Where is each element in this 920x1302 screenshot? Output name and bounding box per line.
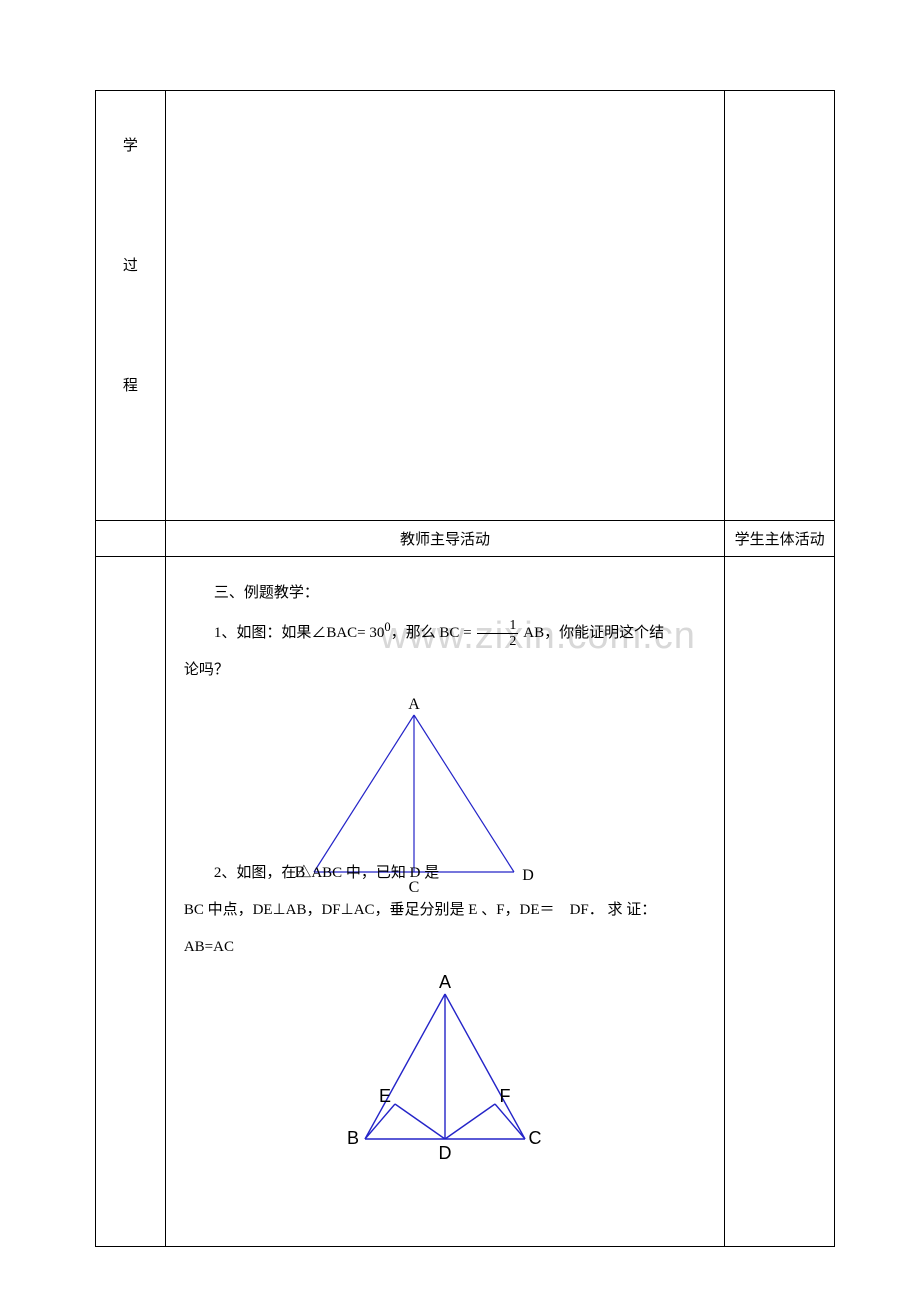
page-content: 学 过 程 教师主导活动 学生主体活动 三、例题教学： 1、如图：如果∠BAC=… (95, 90, 835, 1247)
q2-line2: BC 中点，DE⊥AB，DF⊥AC，垂足分别是 E 、F，DE＝ DF． 求 证… (184, 894, 706, 927)
svg-text:B: B (347, 1128, 359, 1148)
label-cheng: 程 (96, 371, 165, 401)
left-label-cell: 学 过 程 (96, 91, 166, 521)
figure-2-triangle: A B C D E F (335, 974, 555, 1164)
svg-text:A: A (408, 697, 420, 713)
body-main-cell: 三、例题教学： 1、如图：如果∠BAC= 300，那么 BC = 12 AB，你… (165, 557, 724, 1247)
label-guo: 过 (96, 251, 165, 281)
body-left-cell (96, 557, 166, 1247)
svg-text:A: A (439, 974, 451, 992)
q1-line1: 1、如图：如果∠BAC= 300，那么 BC = 12 AB，你能证明这个结 (184, 614, 706, 650)
q2-line3: AB=AC (184, 931, 706, 964)
q1-line2: 论吗？ (184, 654, 706, 687)
svg-text:D: D (439, 1143, 452, 1163)
student-activity-header: 学生主体活动 (725, 521, 835, 557)
label-xue: 学 (96, 131, 165, 161)
q2-line1: 2、如图，在△ABC 中，已知 D 是 (184, 857, 706, 890)
top-main-cell (165, 91, 724, 521)
top-right-cell (725, 91, 835, 521)
svg-text:E: E (379, 1086, 391, 1106)
header-left-cell (96, 521, 166, 557)
body-right-cell (725, 557, 835, 1247)
svg-text:D: D (522, 867, 534, 884)
teacher-activity-header: 教师主导活动 (165, 521, 724, 557)
svg-text:C: C (529, 1128, 542, 1148)
svg-text:F: F (500, 1086, 511, 1106)
section-title: 三、例题教学： (184, 577, 706, 610)
lesson-table: 学 过 程 教师主导活动 学生主体活动 三、例题教学： 1、如图：如果∠BAC=… (95, 90, 835, 1247)
